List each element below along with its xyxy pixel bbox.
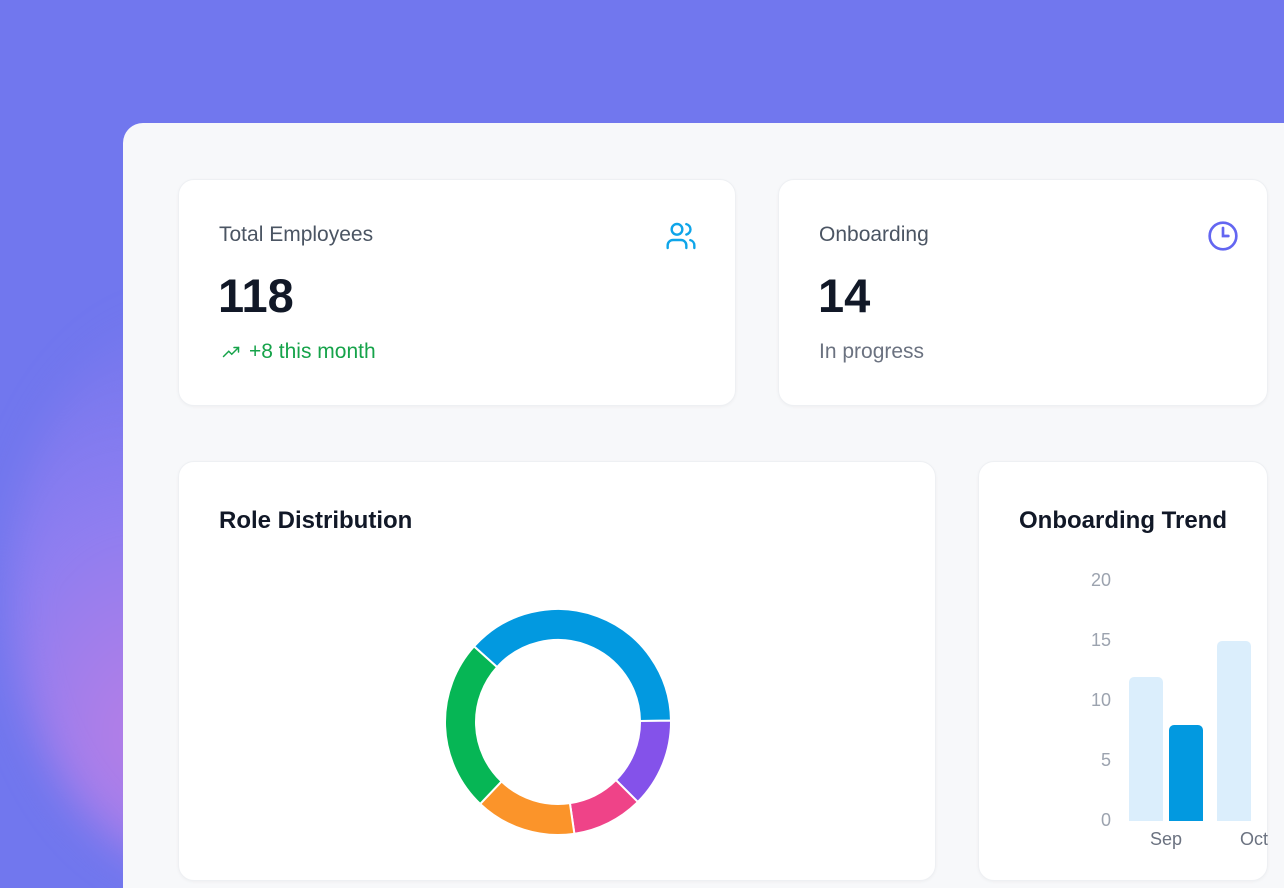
role-distribution-donut — [444, 608, 673, 836]
trending-up-icon — [222, 346, 240, 358]
y-tick-label: 5 — [1100, 750, 1111, 770]
stat-trend: +8 this month — [219, 340, 376, 364]
role-distribution-card: Role Distribution — [178, 461, 936, 881]
stat-card-onboarding: Onboarding 14 In progress — [778, 179, 1268, 406]
stat-card-total-employees: Total Employees 118 +8 this month — [178, 179, 736, 406]
donut-slice[interactable] — [444, 644, 503, 806]
stat-label: Total Employees — [219, 223, 374, 246]
stat-value: 118 — [218, 269, 294, 322]
stat-label: Onboarding — [819, 223, 929, 246]
stat-trend-text: +8 this month — [249, 340, 376, 363]
clock-icon — [1208, 221, 1238, 251]
chart-title: Role Distribution — [219, 507, 413, 534]
users-icon — [666, 222, 696, 250]
donut-slice[interactable] — [472, 608, 673, 722]
y-tick-label: 20 — [1090, 570, 1111, 590]
x-tick-label: Sep — [1149, 829, 1183, 849]
x-tick-label: Oct — [1239, 829, 1268, 849]
bar[interactable] — [1169, 725, 1203, 821]
y-tick-label: 10 — [1090, 690, 1111, 710]
onboarding-trend-card: Onboarding Trend 0 5 10 15 20 Sep Oct — [978, 461, 1268, 881]
chart-title: Onboarding Trend — [1019, 507, 1227, 534]
stat-value: 14 — [818, 269, 871, 322]
stat-sub: In progress — [819, 340, 925, 363]
bar[interactable] — [1129, 677, 1163, 821]
y-tick-label: 15 — [1090, 630, 1111, 650]
bar[interactable] — [1217, 641, 1251, 821]
y-tick-label: 0 — [1100, 810, 1111, 830]
